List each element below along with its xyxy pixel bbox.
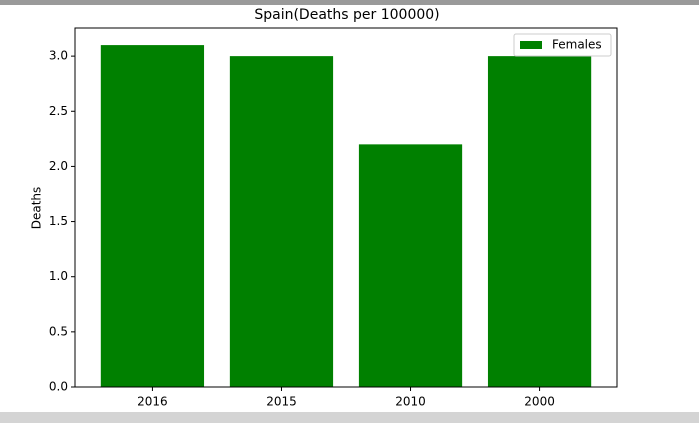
bar — [358, 144, 463, 387]
x-tick-label: 2000 — [524, 395, 555, 409]
bottom-band — [0, 412, 699, 423]
legend-box — [513, 33, 612, 57]
bar — [100, 45, 205, 387]
top-band — [0, 0, 699, 5]
y-tick-label: 1.5 — [49, 214, 68, 228]
legend-label: Females — [552, 38, 602, 52]
legend-swatch — [520, 41, 542, 49]
bar — [229, 56, 334, 388]
y-tick-label: 2.5 — [49, 104, 68, 118]
x-tick-label: 2015 — [266, 395, 297, 409]
y-tick-label: 2.0 — [49, 159, 68, 173]
plot-frame — [74, 27, 618, 388]
bar — [487, 56, 592, 388]
chart-title: Spain(Deaths per 100000) — [254, 7, 439, 23]
y-axis-label: Deaths — [30, 187, 44, 230]
y-tick-label: 3.0 — [49, 49, 68, 63]
y-tick-label: 0.5 — [49, 324, 68, 338]
x-tick-label: 2010 — [395, 395, 426, 409]
x-tick-label: 2016 — [137, 395, 168, 409]
y-tick-label: 0.0 — [49, 380, 68, 394]
y-tick-label: 1.0 — [49, 269, 68, 283]
